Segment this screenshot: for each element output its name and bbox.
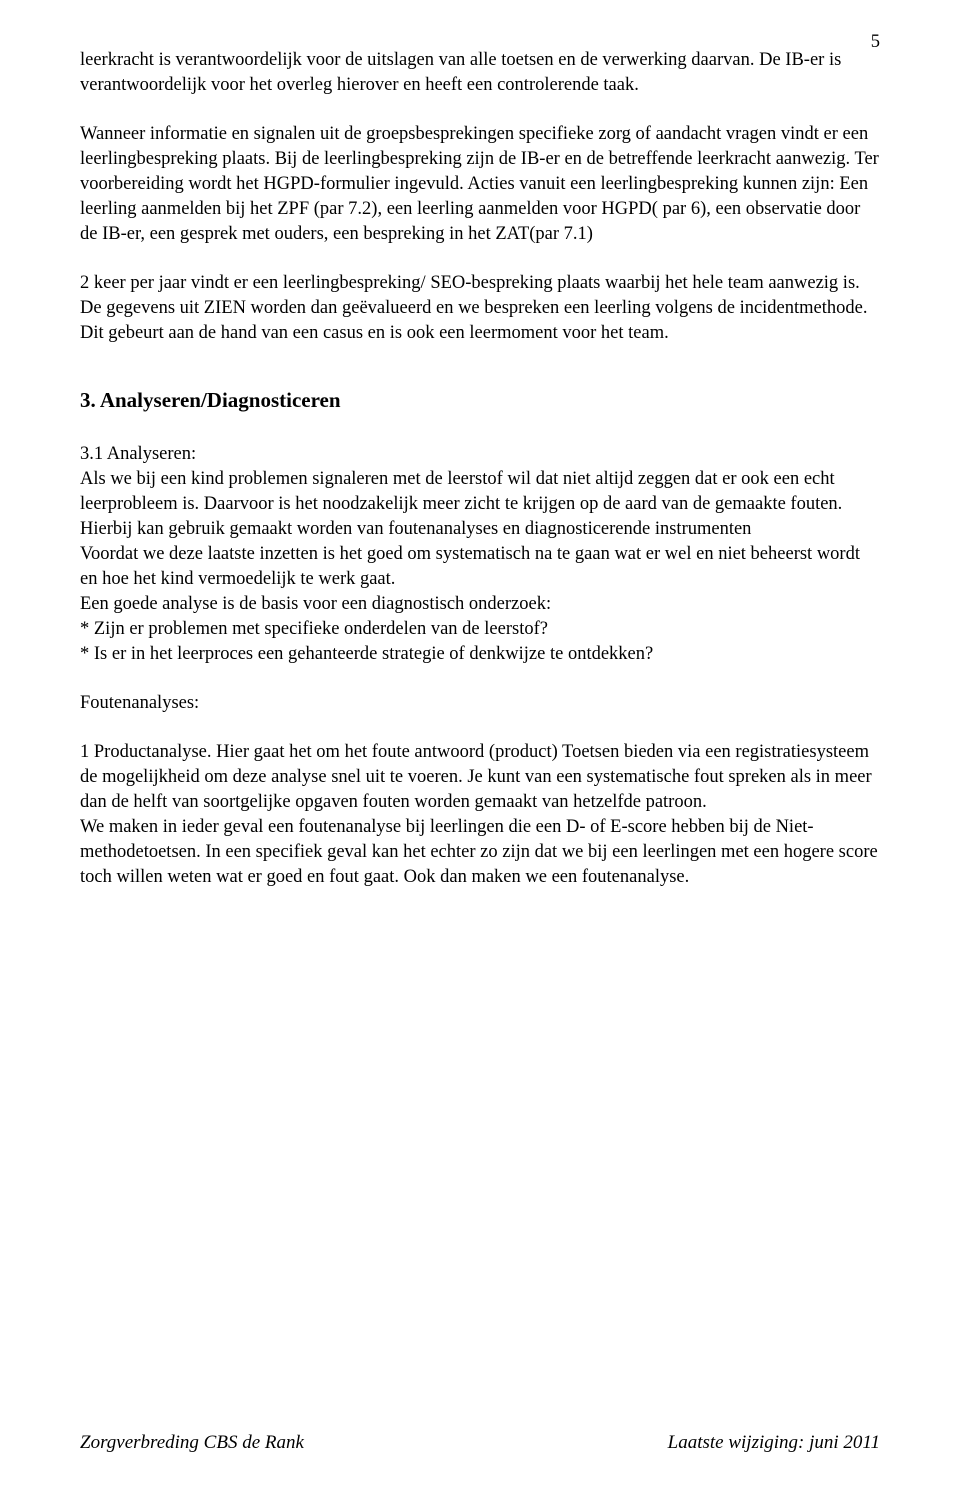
- body-paragraph: 1 Productanalyse. Hier gaat het om het f…: [80, 740, 880, 815]
- body-paragraph: Voordat we deze laatste inzetten is het …: [80, 542, 880, 592]
- footer-left: Zorgverbreding CBS de Rank: [80, 1430, 304, 1456]
- body-paragraph: Als we bij een kind problemen signaleren…: [80, 467, 880, 542]
- page-footer: Zorgverbreding CBS de Rank Laatste wijzi…: [80, 1430, 880, 1456]
- body-paragraph: Een goede analyse is de basis voor een d…: [80, 592, 880, 617]
- paragraph-block: leerkracht is verantwoordelijk voor de u…: [80, 48, 880, 98]
- section-heading-3: 3. Analyseren/Diagnosticeren: [80, 386, 880, 414]
- document-page: 5 leerkracht is verantwoordelijk voor de…: [0, 0, 960, 1490]
- footer-right: Laatste wijziging: juni 2011: [668, 1430, 880, 1456]
- subsection-heading: 3.1 Analyseren:: [80, 442, 880, 467]
- bullet-line: * Is er in het leerproces een gehanteerd…: [80, 642, 880, 667]
- body-paragraph: Wanneer informatie en signalen uit de gr…: [80, 122, 880, 247]
- subsection-heading: Foutenanalyses:: [80, 691, 880, 716]
- bullet-line: * Zijn er problemen met specifieke onder…: [80, 617, 880, 642]
- paragraph-block: Wanneer informatie en signalen uit de gr…: [80, 122, 880, 247]
- paragraph-block: 1 Productanalyse. Hier gaat het om het f…: [80, 740, 880, 890]
- paragraph-block: 3.1 Analyseren: Als we bij een kind prob…: [80, 442, 880, 667]
- paragraph-block: Foutenanalyses:: [80, 691, 880, 716]
- page-number: 5: [871, 30, 880, 55]
- paragraph-block: 2 keer per jaar vindt er een leerlingbes…: [80, 271, 880, 346]
- body-paragraph: We maken in ieder geval een foutenanalys…: [80, 815, 880, 890]
- body-paragraph: leerkracht is verantwoordelijk voor de u…: [80, 48, 880, 98]
- body-paragraph: 2 keer per jaar vindt er een leerlingbes…: [80, 271, 880, 346]
